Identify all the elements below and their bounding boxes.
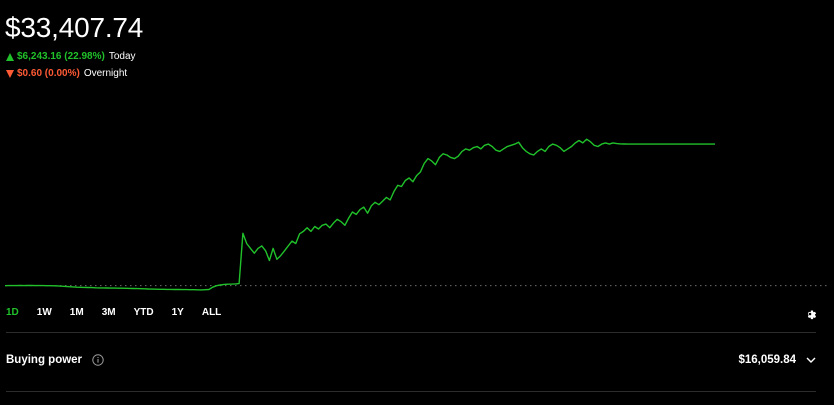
range-tab-ytd[interactable]: YTD (133, 307, 154, 318)
range-tab-1y[interactable]: 1Y (171, 307, 184, 318)
gear-icon[interactable] (803, 307, 817, 321)
portfolio-series-line (4, 138, 715, 291)
divider (6, 391, 816, 392)
divider (6, 332, 816, 333)
today-change-amount: $6,243.16 (22.98%) (17, 51, 105, 62)
down-arrow-icon (6, 70, 14, 78)
portfolio-value: $33,407.74 (5, 12, 144, 43)
buying-power-label: Buying power (6, 354, 83, 366)
range-tab-all[interactable]: ALL (201, 307, 222, 318)
chevron-down-icon[interactable] (806, 356, 816, 364)
up-arrow-icon (6, 53, 14, 61)
portfolio-line-chart[interactable] (0, 110, 834, 300)
overnight-change-amount: $0.60 (0.00%) (17, 68, 80, 79)
range-tab-1w[interactable]: 1W (36, 307, 52, 318)
overnight-label: Overnight (83, 68, 128, 79)
overnight-change-row: $0.60 (0.00%) Overnight (6, 67, 127, 81)
buying-power-row[interactable]: Buying power $16,059.84 (6, 348, 818, 372)
range-tab-1m[interactable]: 1M (69, 307, 84, 318)
today-label: Today (108, 51, 136, 62)
info-icon[interactable] (92, 354, 104, 366)
range-tab-1d[interactable]: 1D (6, 307, 19, 318)
today-change-row: $6,243.16 (22.98%) Today (6, 50, 136, 64)
range-tabs: 1D 1W 1M 3M YTD 1Y ALL (6, 306, 239, 320)
buying-power-value: $16,059.84 (738, 354, 796, 366)
range-tab-3m[interactable]: 3M (101, 307, 116, 318)
